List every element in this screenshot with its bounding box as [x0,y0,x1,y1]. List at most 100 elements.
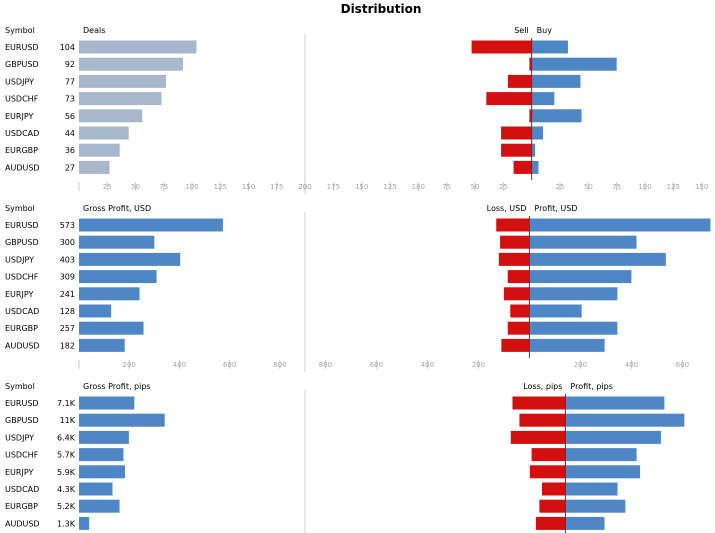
value-label: 257 [60,324,75,333]
symbol-label: EURJPY [5,112,33,121]
positive-bar [529,218,711,232]
positive-bar [531,143,536,157]
value-label: 77 [65,77,75,86]
tick-label: 75 [159,183,168,191]
tick-label: 150 [355,183,368,191]
panel-deals: Symbol Deals Sell Buy EURUSD 104 GBPUSD 92 USDJP… [5,26,708,194]
symbol-label: EURGBP [5,324,38,333]
negative-bar [507,270,530,284]
left-bar [79,160,110,174]
tick-label: 200 [472,361,485,369]
negative-bar [501,143,532,157]
tick-label: 100 [638,183,651,191]
left-bar [79,499,120,513]
symbol-header: Symbol [5,382,35,391]
symbol-label: EURJPY [5,468,33,477]
negative-bar [541,482,566,496]
left-bar [79,92,162,106]
symbol-label: GBPUSD [5,60,39,69]
tick-label: 25 [103,183,112,191]
left-bar [79,448,124,462]
negative-bar [539,499,566,513]
tick-label: 400 [173,361,186,369]
positive-header: Profit, USD [534,204,577,213]
value-label: 128 [60,307,75,316]
value-label: 241 [60,290,75,299]
chart-title: Distribution [341,2,422,16]
value-label: 11K [60,416,76,425]
tick-label: 75 [612,183,621,191]
positive-header: Buy [537,26,553,35]
positive-bar [565,448,637,462]
positive-bar [531,74,581,88]
positive-bar [565,516,605,530]
tick-label: 600 [223,361,236,369]
value-label: 182 [60,341,75,350]
symbol-label: GBPUSD [5,238,39,247]
symbol-header: Symbol [5,204,35,213]
tick-label: 800 [273,361,286,369]
left-bar [79,126,129,140]
symbol-label: USDCHF [5,95,39,104]
tick-label: 50 [131,183,140,191]
left-bar [79,270,157,284]
negative-bar [510,304,530,318]
negative-bar [519,413,566,427]
value-label: 1.3K [57,519,76,528]
tick-label: 175 [327,183,340,191]
negative-bar [531,448,566,462]
left-header: Gross Profit, USD [83,204,151,213]
negative-bar [503,287,530,301]
symbol-label: EURUSD [5,399,39,408]
positive-bar [565,396,665,410]
left-bar [79,516,90,530]
tick-label: 400 [625,361,638,369]
symbol-label: AUDUSD [5,519,40,528]
value-label: 92 [65,60,75,69]
negative-bar [529,465,566,479]
left-bar [79,109,143,123]
symbol-label: USDCHF [5,273,39,282]
symbol-header: Symbol [5,26,35,35]
value-label: 5.2K [57,502,76,511]
left-bar [79,235,155,249]
panel-profit_pips: Symbol Gross Profit, pips Loss, pips Profit… [5,382,685,533]
left-header: Deals [83,26,105,35]
left-bar [79,396,135,410]
tick-label: 125 [383,183,396,191]
symbol-label: EURUSD [5,221,39,230]
negative-header: Loss, USD [487,204,527,213]
tick-label: 150 [695,183,708,191]
left-bar [79,321,144,335]
positive-bar [531,57,617,71]
positive-bar [565,413,685,427]
positive-bar [565,499,626,513]
positive-bar [565,465,641,479]
tick-label: 150 [242,183,255,191]
negative-header: Loss, pips [523,382,562,391]
left-bar [79,465,125,479]
left-bar [79,40,197,54]
negative-bar [529,109,532,123]
value-label: 73 [65,95,75,104]
negative-bar [513,160,532,174]
left-bar [79,252,181,266]
negative-bar [512,396,566,410]
positive-bar [529,252,666,266]
value-label: 5.9K [57,468,76,477]
left-bar [79,218,223,232]
symbol-label: USDCHF [5,451,39,460]
symbol-label: AUDUSD [5,163,40,172]
tick-label: 25 [499,183,508,191]
positive-bar [531,126,543,140]
value-label: 5.7K [57,451,76,460]
symbol-label: EURGBP [5,146,38,155]
left-bar [79,304,112,318]
symbol-label: GBPUSD [5,416,39,425]
value-label: 6.4K [57,433,76,442]
left-bar [79,74,167,88]
symbol-label: USDJPY [5,77,34,86]
left-bar [79,482,113,496]
tick-label: 200 [298,183,311,191]
